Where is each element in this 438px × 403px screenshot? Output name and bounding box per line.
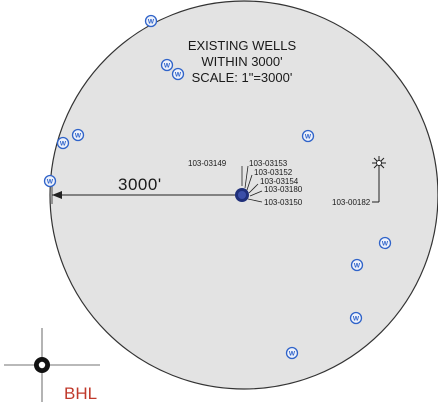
well-marker-icon: W [160,58,174,72]
well-marker-icon: W [144,14,158,28]
center-well-label-5: 103-03180 [264,185,303,194]
well-marker-icon: W [171,67,185,81]
svg-text:W: W [353,316,360,323]
well-marker-icon: W [43,174,57,188]
center-well-label-4: 103-03154 [260,177,299,186]
svg-text:W: W [289,351,296,358]
center-well-cluster [235,165,263,203]
title-line-3: SCALE: 1"=3000' [192,70,293,85]
svg-text:W: W [60,141,67,148]
well-marker-icon: W [56,136,70,150]
svg-text:W: W [354,263,361,270]
svg-text:W: W [75,133,82,140]
offset-well-label: 103-00182 [332,198,371,207]
well-marker-icon: W [350,258,364,272]
center-well-label-6: 103-03150 [264,198,303,207]
title-line-2: WITHIN 3000' [201,54,282,69]
radius-dimension [51,186,236,204]
svg-text:W: W [382,241,389,248]
svg-text:W: W [148,19,155,26]
well-marker-icon: W [71,128,85,142]
offset-well-star-icon [372,156,386,203]
center-well-label-2: 103-03153 [249,159,288,168]
svg-text:W: W [47,179,54,186]
svg-text:W: W [175,72,182,79]
center-well-label-3: 103-03152 [254,168,293,177]
well-marker-icon: W [378,236,392,250]
radius-label: 3000' [118,175,162,194]
svg-text:W: W [305,134,312,141]
svg-text:W: W [164,63,171,70]
well-marker-icon: W [349,311,363,325]
title-line-1: EXISTING WELLS [188,38,297,53]
bhl-marker-icon [4,328,100,402]
center-well-label-1: 103-03149 [188,159,227,168]
well-marker-icon: W [285,346,299,360]
bhl-label: BHL [64,384,97,403]
well-marker-icon: W [301,129,315,143]
